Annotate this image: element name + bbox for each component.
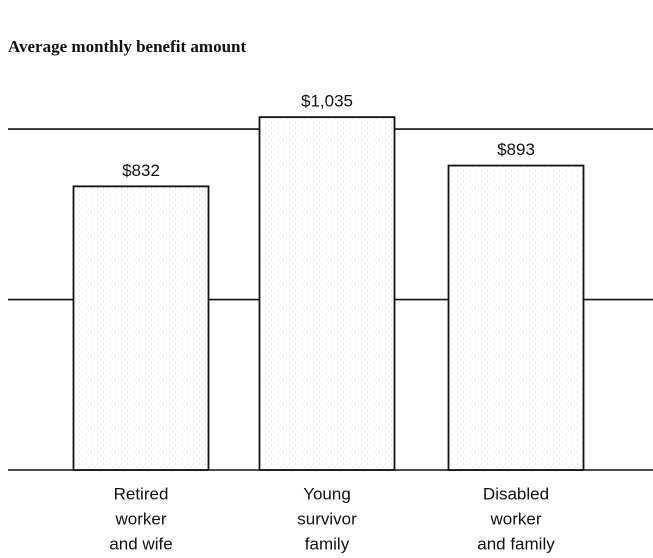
x-tick-label: and wife (109, 534, 172, 553)
x-tick-label: Young (303, 484, 351, 503)
bar (258, 116, 396, 471)
chart-title: Average monthly benefit amount (8, 37, 246, 56)
bar (447, 164, 585, 471)
x-tick-label: Retired (114, 484, 169, 503)
x-tick-label: family (305, 534, 350, 553)
value-label: $1,035 (301, 92, 353, 111)
x-tick-label: survivor (297, 509, 357, 528)
x-tick-label: worker (489, 509, 541, 528)
value-label: $893 (497, 140, 535, 159)
x-tick-label: worker (114, 509, 166, 528)
value-label: $832 (122, 161, 160, 180)
x-tick-label: Disabled (483, 484, 549, 503)
bar (72, 185, 210, 471)
x-tick-label: and family (477, 534, 555, 553)
